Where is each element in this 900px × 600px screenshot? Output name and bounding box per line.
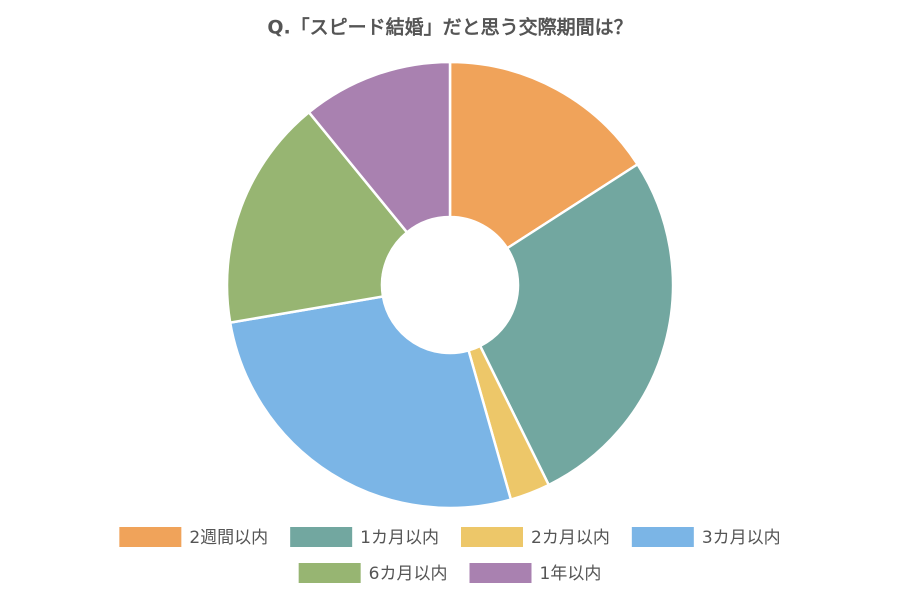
legend-swatch	[461, 527, 523, 547]
legend-swatch	[298, 563, 361, 583]
donut-slice	[448, 60, 640, 250]
legend-label: 1カ月以内	[360, 528, 439, 548]
legend-swatch	[631, 527, 694, 547]
chart-title: Q.「スピード結婚」だと思う交際期間は？	[267, 16, 632, 39]
legend-swatch	[119, 527, 182, 547]
legend-label: 2週間以内	[189, 528, 268, 548]
donut-slice	[225, 110, 409, 325]
legend-label: 6カ月以内	[369, 564, 448, 584]
legend-label: 2カ月以内	[531, 528, 610, 548]
donut-slice	[228, 295, 513, 510]
donut-slice	[478, 162, 675, 487]
legend-swatch	[290, 527, 353, 547]
legend-swatch	[469, 563, 532, 583]
legend-label: 1年以内	[540, 564, 602, 584]
donut-slice	[307, 60, 452, 235]
legend-label: 3カ月以内	[702, 528, 781, 548]
